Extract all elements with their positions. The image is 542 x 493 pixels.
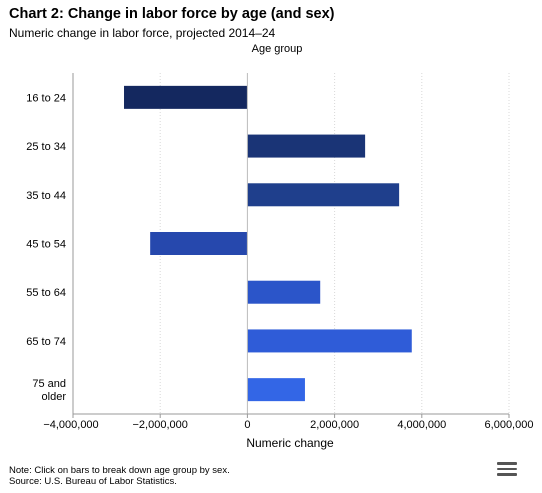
x-tick-label: 6,000,000	[485, 419, 534, 431]
source-text: Source: U.S. Bureau of Labor Statistics.	[9, 476, 177, 487]
x-tick-label: −2,000,000	[133, 419, 188, 431]
category-label: 65 to 74	[26, 336, 66, 348]
category-label-line: 25 to 34	[26, 141, 66, 153]
chart-subtitle: Numeric change in labor force, projected…	[9, 26, 276, 40]
category-label-line: 65 to 74	[26, 336, 66, 348]
x-tick-label: 0	[244, 419, 250, 431]
category-label: 25 to 34	[26, 141, 66, 153]
category-label: 55 to 64	[26, 287, 66, 299]
category-label: 75 and older	[32, 378, 66, 403]
chart-title: Chart 2: Change in labor force by age (a…	[9, 6, 335, 22]
category-label-line: 45 to 54	[26, 239, 66, 251]
y-axis-title: Age group	[252, 43, 303, 55]
chart-footnote: Note: Click on bars to break down age gr…	[9, 465, 230, 487]
y-category-labels: 16 to 24 25 to 34 35 to 44 45 to 54 55 to 64…	[26, 92, 66, 403]
x-tick-label: 2,000,000	[310, 419, 359, 431]
bar[interactable]	[247, 378, 305, 402]
x-tick-label: −4,000,000	[43, 419, 98, 431]
axes	[72, 73, 509, 415]
category-label: 45 to 54	[26, 239, 66, 251]
chart-area: 16 to 24 25 to 34 35 to 44 45 to 54 55 to 64…	[26, 43, 533, 450]
category-label-line: 16 to 24	[26, 92, 66, 104]
bar[interactable]	[247, 280, 321, 304]
gridlines	[72, 73, 510, 414]
category-label: 35 to 44	[26, 190, 66, 202]
x-axis-title: Numeric change	[246, 436, 334, 450]
bar[interactable]	[247, 329, 412, 353]
category-label-line: 55 to 64	[26, 287, 66, 299]
menu-line	[497, 462, 517, 465]
bar[interactable]	[124, 85, 248, 109]
bar[interactable]	[247, 134, 366, 158]
bars	[124, 73, 412, 414]
bar[interactable]	[247, 183, 400, 207]
x-tick-labels: −4,000,000 −2,000,000 0 2,000,000 4,000,000 6…	[43, 414, 533, 431]
category-label-line: 75 and	[32, 378, 66, 390]
menu-line	[497, 473, 517, 476]
category-label-line: 35 to 44	[26, 190, 66, 202]
note-text: Note: Click on bars to break down age gr…	[9, 465, 230, 476]
bar[interactable]	[150, 232, 248, 255]
category-label-line: older	[42, 391, 67, 403]
hamburger-menu-icon[interactable]	[497, 462, 517, 478]
category-label: 16 to 24	[26, 92, 66, 104]
x-tick-label: 4,000,000	[397, 419, 446, 431]
menu-line	[497, 467, 517, 470]
